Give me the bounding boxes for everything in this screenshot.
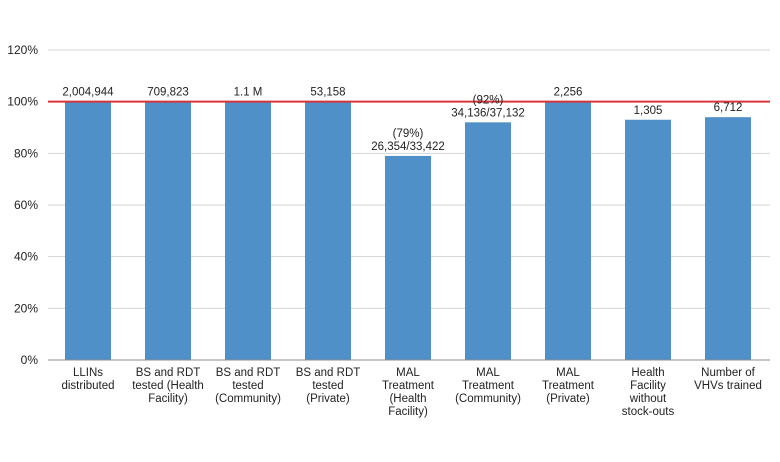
category-label: Facility) [148, 393, 188, 405]
bar [305, 101, 351, 361]
category-label: without [629, 393, 667, 405]
category-label: (Community) [455, 393, 521, 405]
bar [545, 101, 591, 361]
bar [385, 155, 431, 360]
y-tick-label: 120% [7, 43, 38, 57]
data-label: 26,354/33,422 [371, 141, 445, 153]
bars [65, 101, 751, 361]
bar [625, 119, 671, 360]
category-label: tested (Health [132, 380, 204, 392]
data-label: 2,256 [554, 87, 583, 99]
category-label: MAL [476, 367, 500, 379]
category-label: VHVs trained [694, 380, 762, 392]
data-label: 1.1 M [234, 87, 263, 99]
category-label: BS and RDT [216, 367, 281, 379]
bar [145, 101, 191, 361]
category-label: Health [631, 367, 664, 379]
data-labels: 2,004,944 709,823 1.1 M 53,158 (79%)26,354/3… [62, 87, 742, 153]
data-label: 34,136/37,132 [451, 107, 525, 119]
category-label: (Health [389, 393, 426, 405]
category-label: Facility) [388, 406, 428, 418]
category-label: stock-outs [622, 406, 675, 418]
bar [65, 101, 111, 361]
y-tick-label: 0% [21, 353, 39, 367]
category-label: Number of [701, 367, 755, 379]
bar [465, 122, 511, 360]
category-label: (Private) [546, 393, 590, 405]
y-tick-label: 80% [14, 146, 38, 160]
bar [225, 101, 271, 361]
y-axis-tick-labels: 0% 20% 40% 60% 80% 100% 120% [7, 43, 38, 367]
category-label: MAL [556, 367, 580, 379]
category-label: Treatment [542, 380, 595, 392]
category-label: (Community) [215, 393, 281, 405]
category-label: BS and RDT [136, 367, 201, 379]
category-label: (Private) [306, 393, 350, 405]
category-label: tested [232, 380, 263, 392]
data-label: 6,712 [714, 102, 743, 114]
y-tick-label: 60% [14, 198, 38, 212]
data-label: 2,004,944 [62, 87, 114, 99]
category-label: Facility [630, 380, 666, 392]
category-label: tested [312, 380, 343, 392]
data-label: (79%) [393, 128, 424, 140]
category-label: LLINs [73, 367, 103, 379]
category-label: MAL [396, 367, 420, 379]
y-tick-label: 100% [7, 95, 38, 109]
category-label: distributed [61, 380, 114, 392]
data-label: 709,823 [147, 87, 189, 99]
y-tick-label: 40% [14, 250, 38, 264]
bar [705, 117, 751, 361]
category-label: Treatment [462, 380, 515, 392]
data-label: (92%) [473, 94, 504, 106]
data-label: 53,158 [310, 87, 345, 99]
data-label: 1,305 [634, 105, 663, 117]
category-label: Treatment [382, 380, 435, 392]
y-tick-label: 20% [14, 301, 38, 315]
category-label: BS and RDT [296, 367, 361, 379]
